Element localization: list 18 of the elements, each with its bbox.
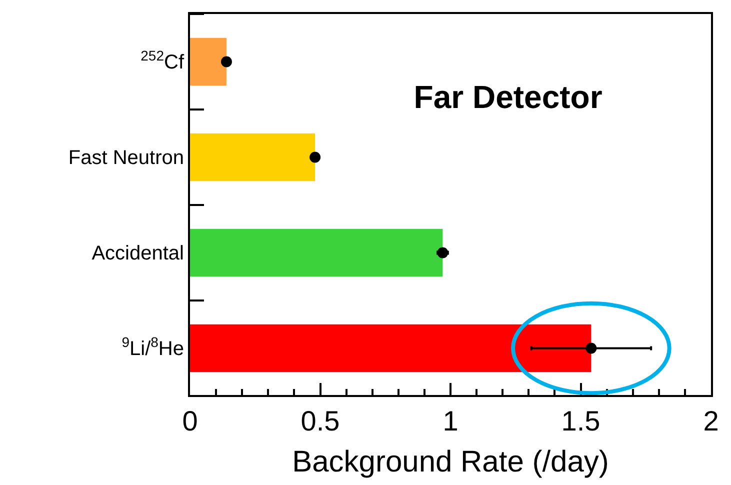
point <box>310 152 321 163</box>
x-tick-label: 1 <box>442 406 458 437</box>
bar <box>190 228 443 277</box>
point <box>437 247 448 258</box>
y-tick-label: $^{252}$Cf <box>140 47 184 74</box>
x-tick-label: 1.5 <box>561 406 600 437</box>
point <box>586 342 597 354</box>
bar <box>190 38 226 86</box>
x-tick-label: 0 <box>182 406 198 437</box>
x-axis-title: Background Rate (/day) <box>292 446 609 479</box>
y-tick-label: $^{9}$Li/$^{8}$He <box>122 334 184 360</box>
x-tick-label: 0.5 <box>300 406 340 437</box>
text: Far Detector <box>414 79 602 116</box>
x-tick-label: 2 <box>703 406 719 437</box>
y-tick-label: Accidental <box>92 242 184 265</box>
bar <box>190 133 316 182</box>
y-tick-label: Fast Neutron <box>68 147 184 170</box>
point <box>220 56 232 68</box>
